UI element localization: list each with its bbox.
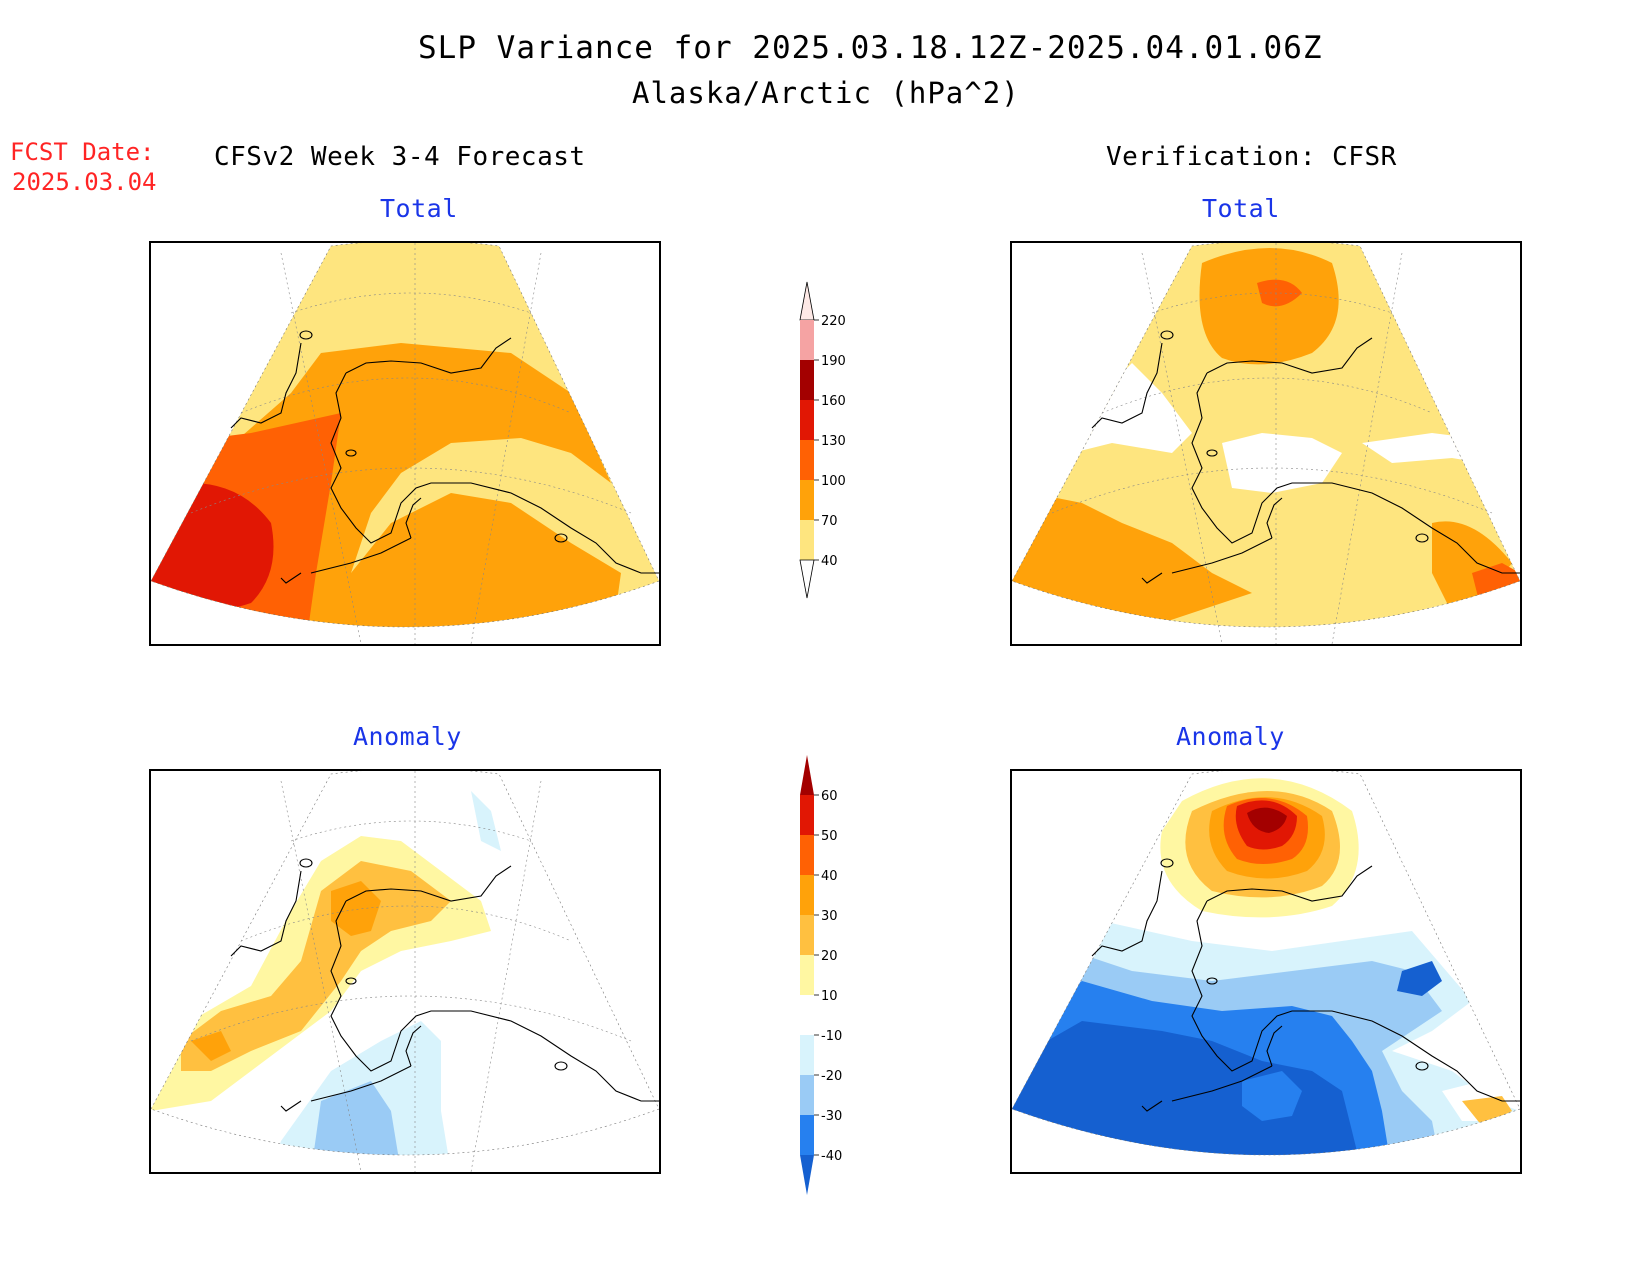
colorbar-anomaly-swatch xyxy=(800,1115,814,1155)
colorbar-total-bottom-triangle xyxy=(799,559,815,599)
main-title: SLP Variance for 2025.03.18.12Z-2025.04.… xyxy=(418,30,1323,66)
fcst-date-label: FCST Date: xyxy=(10,138,155,166)
fcst-date-value: 2025.03.04 xyxy=(12,168,157,196)
colorbar-anomaly-tick-label: -10 xyxy=(821,1029,842,1044)
colorbar-total-tick-label: 220 xyxy=(821,314,846,329)
map-forecast-anomaly xyxy=(149,769,661,1174)
colorbar-anomaly-swatch xyxy=(800,875,814,915)
colorbar-anomaly-swatch xyxy=(800,915,814,955)
panel-title-verify-total: Total xyxy=(1202,194,1280,223)
column-header-verification: Verification: CFSR xyxy=(1106,142,1397,172)
colorbar-anomaly-tick-label: 20 xyxy=(821,949,838,964)
colorbar-anomaly-tick-label: 30 xyxy=(821,909,838,924)
colorbar-anomaly-tick-label: 60 xyxy=(821,789,838,804)
map-forecast-total xyxy=(149,241,661,646)
colorbar-total-swatch xyxy=(800,480,814,520)
colorbar-total: 40 70 100 130 160 190 220 xyxy=(799,281,846,599)
colorbar-anomaly-tick-label: 10 xyxy=(821,989,838,1004)
colorbar-anomaly-swatch xyxy=(800,795,814,835)
colorbar-anomaly-swatch xyxy=(800,955,814,995)
colorbar-anomaly: -40 -30 -20 -10 10 20 30 40 50 60 xyxy=(800,755,842,1195)
colorbar-total-swatch xyxy=(800,520,814,560)
panel-title-forecast-total: Total xyxy=(380,194,458,223)
colorbar-anomaly-tick-label: -40 xyxy=(821,1149,842,1164)
colorbar-total-tick-label: 70 xyxy=(821,514,838,529)
colorbar-total-swatch xyxy=(800,320,814,360)
map-verify-total xyxy=(1010,241,1522,646)
colorbar-anomaly-swatch xyxy=(800,1075,814,1115)
colorbar-total-swatch xyxy=(800,400,814,440)
colorbar-anomaly-top-triangle xyxy=(800,755,814,795)
main-subtitle: Alaska/Arctic (hPa^2) xyxy=(632,76,1020,110)
colorbar-total-top-triangle xyxy=(799,281,815,321)
colorbar-anomaly-tick-label: -20 xyxy=(821,1069,842,1084)
colorbar-anomaly-swatch xyxy=(800,1035,814,1075)
colorbar-anomaly-tick-label: 40 xyxy=(821,869,838,884)
colorbar-total-swatch xyxy=(800,440,814,480)
colorbar-anomaly-swatch xyxy=(800,995,814,1035)
colorbar-total-swatch xyxy=(800,360,814,400)
panel-title-forecast-anomaly: Anomaly xyxy=(353,722,462,751)
colorbar-total-tick-label: 190 xyxy=(821,354,846,369)
colorbar-total-tick-label: 40 xyxy=(821,554,838,569)
panel-title-verify-anomaly: Anomaly xyxy=(1176,722,1285,751)
colorbar-total-tick-label: 100 xyxy=(821,474,846,489)
colorbar-anomaly-bottom-triangle xyxy=(800,1155,814,1195)
map-verify-anomaly xyxy=(1010,769,1522,1174)
colorbar-total-tick-label: 130 xyxy=(821,434,846,449)
colorbar-anomaly-swatch xyxy=(800,835,814,875)
colorbar-total-tick-label: 160 xyxy=(821,394,846,409)
colorbar-anomaly-tick-label: 50 xyxy=(821,829,838,844)
colorbar-anomaly-tick-label: -30 xyxy=(821,1109,842,1124)
column-header-forecast: CFSv2 Week 3-4 Forecast xyxy=(214,142,586,172)
